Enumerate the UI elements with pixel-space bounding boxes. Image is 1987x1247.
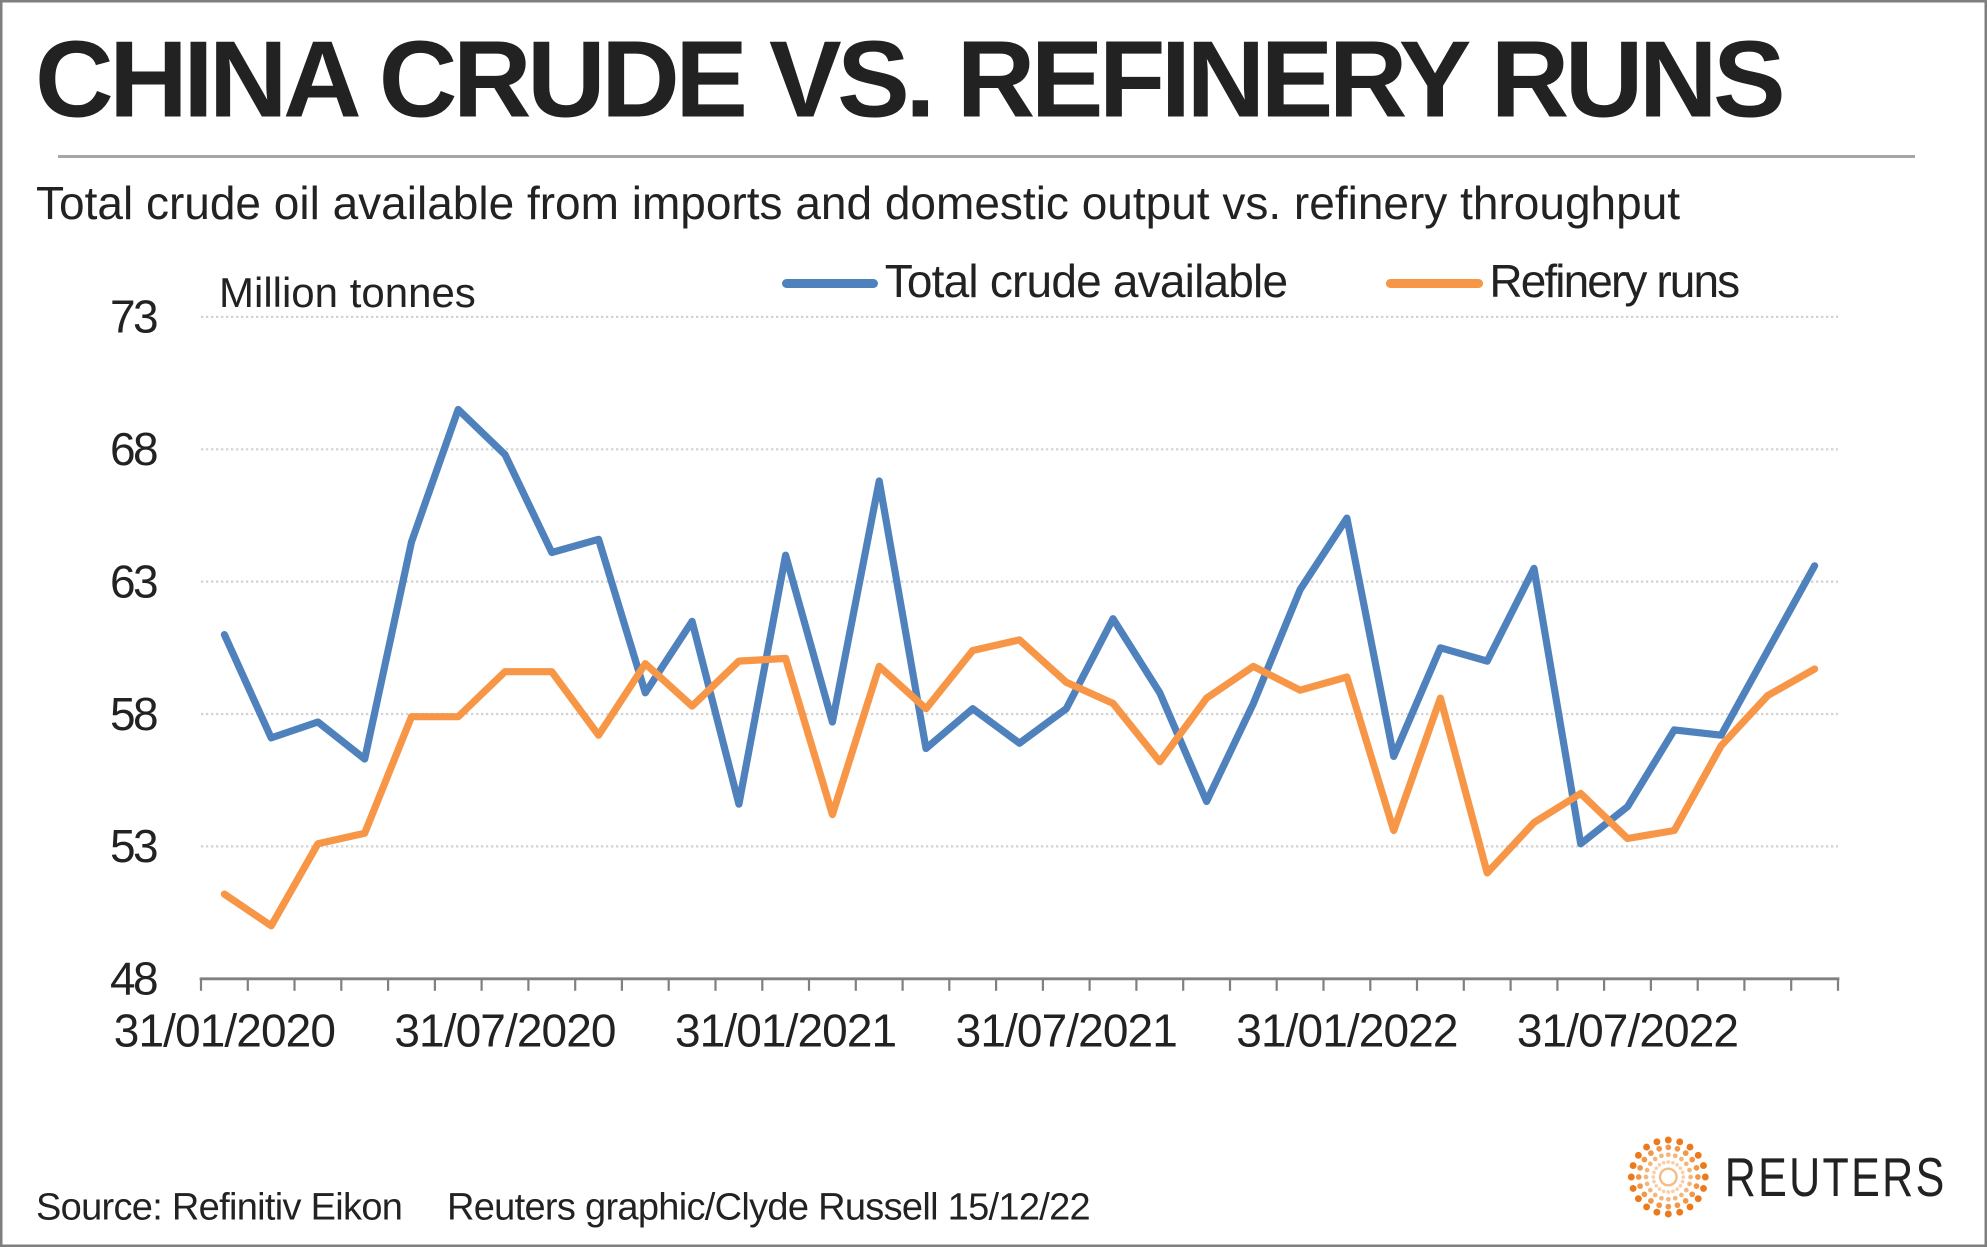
svg-text:REUTERS: REUTERS — [1725, 1147, 1947, 1208]
svg-text:68: 68 — [110, 423, 157, 475]
svg-text:CHINA CRUDE VS. REFINERY RUNS: CHINA CRUDE VS. REFINERY RUNS — [35, 19, 1782, 141]
svg-text:Total crude available: Total crude available — [885, 255, 1288, 307]
svg-text:31/01/2022: 31/01/2022 — [1236, 1004, 1457, 1056]
svg-text:Refinery runs: Refinery runs — [1489, 255, 1739, 307]
svg-text:31/07/2022: 31/07/2022 — [1517, 1004, 1738, 1056]
svg-text:Total crude oil available from: Total crude oil available from imports a… — [36, 177, 1680, 229]
svg-text:53: 53 — [110, 820, 157, 872]
svg-text:73: 73 — [110, 291, 157, 343]
svg-text:31/01/2021: 31/01/2021 — [675, 1004, 896, 1056]
svg-text:31/07/2020: 31/07/2020 — [394, 1004, 615, 1056]
svg-text:Source: Refinitiv Eikon: Source: Refinitiv Eikon — [36, 1186, 402, 1228]
svg-text:48: 48 — [110, 953, 157, 1005]
svg-text:Million tonnes: Million tonnes — [219, 269, 476, 316]
svg-text:Reuters graphic/Clyde Russell: Reuters graphic/Clyde Russell 15/12/22 — [447, 1186, 1090, 1228]
svg-text:31/01/2020: 31/01/2020 — [114, 1004, 335, 1056]
svg-text:31/07/2021: 31/07/2021 — [956, 1004, 1177, 1056]
svg-text:58: 58 — [110, 688, 157, 740]
svg-text:63: 63 — [110, 555, 157, 607]
